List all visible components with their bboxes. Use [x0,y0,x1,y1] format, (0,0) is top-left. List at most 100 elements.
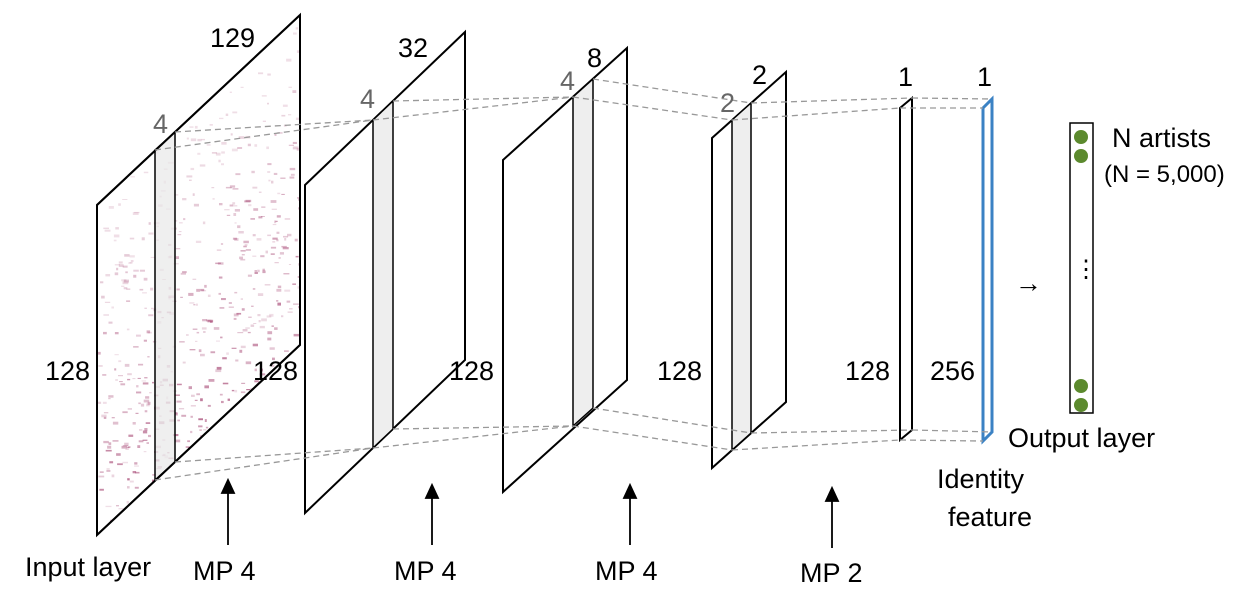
spectrogram-texel [216,340,220,342]
spectrogram-texel [237,225,241,229]
spectrogram-texel [128,446,131,448]
mp-label-4: MP 2 [800,558,863,588]
spectrogram-texel [289,176,295,179]
spectrogram-texel [134,486,139,489]
spectrogram-texel [190,415,193,418]
spectrogram-texel [216,249,222,251]
spectrogram-texel [136,385,139,388]
spectrogram-texel [241,382,246,384]
spectrogram-texel [221,141,227,145]
spectrogram-texel [281,315,284,318]
spectrogram-texel [277,132,283,134]
spectrogram-texel [188,292,194,296]
spectrogram-texel [290,173,295,176]
spectrogram-texel [270,253,275,255]
spectrogram-texel [132,378,136,380]
spectrogram-texel [197,138,202,142]
conv-layer-2-height-label: 128 [449,356,494,386]
spectrogram-texel [112,440,119,442]
spectrogram-texel [243,245,247,248]
spectrogram-texel [240,391,246,394]
conv-layer-2 [502,45,628,495]
spectrogram-texel [192,278,197,280]
spectrogram-texel [289,308,293,310]
spectrogram-texel [215,152,221,156]
spectrogram-texel [198,425,203,428]
spectrogram-texel [141,237,145,241]
spectrogram-texel [102,374,107,376]
input-kernel-label: 4 [153,109,168,139]
spectrogram-texel [202,221,206,225]
spectrogram-texel [100,281,104,284]
spectrogram-texel [113,239,117,242]
spectrogram-texel [108,206,114,209]
identity-feature-plane [981,95,994,445]
spectrogram-texel [128,434,134,437]
spectrogram-texel [135,412,139,414]
spectrogram-texel [108,442,112,445]
spectrogram-texel [245,249,251,251]
spectrogram-texel [292,141,297,144]
spectrogram-texel [207,404,211,407]
spectrogram-texel [247,143,251,147]
spectrogram-texel [103,227,109,230]
spectrogram-texel [116,505,119,507]
output-layer-caption: Output layer [1008,423,1155,453]
spectrogram-texel [297,276,300,278]
conv-layer-1 [304,29,466,516]
spectrogram-texel [104,229,111,232]
spectrogram-texel [137,377,141,379]
spectrogram-texel [111,474,115,478]
spectrogram-texel [272,357,275,361]
identity-feature-caption-line2: feature [948,502,1032,532]
spectrogram-texel [216,366,222,370]
spectrogram-texel [245,199,252,203]
spectrogram-texel [215,369,222,373]
spectrogram-texel [252,234,256,237]
spectrogram-texel [211,152,217,154]
spectrogram-texel [283,273,290,275]
spectrogram-texel [250,218,255,220]
conv-layer-1-kernel-label: 4 [360,84,375,114]
spectrogram-texel [103,416,107,419]
spectrogram-texel [221,151,225,154]
spectrogram-texel [295,255,299,258]
spectrogram-image [97,27,300,533]
spectrogram-texel [122,265,128,268]
spectrogram-texel [269,313,274,317]
spectrogram-texel [292,146,299,150]
spectrogram-texel [179,341,185,343]
spectrogram-texel [102,401,107,404]
spectrogram-texel [233,213,237,216]
spectrogram-texel [228,306,234,308]
spectrogram-texel [177,234,182,236]
input-kernel-window [154,130,176,482]
spectrogram-texel [225,186,232,189]
spectrogram-texel [236,312,242,315]
spectrogram-texel [274,262,279,264]
spectrogram-texel [221,298,226,301]
spectrogram-texel [175,256,179,259]
spectrogram-texel [189,302,195,304]
spectrogram-texel [277,192,281,195]
spectrogram-texel [199,164,206,167]
spectrogram-texel [274,133,277,136]
spectrogram-texel [288,114,292,116]
spectrogram-texel [258,72,264,75]
spectrogram-texel [289,167,296,171]
spectrogram-texel [286,58,292,62]
conv-layer-2-kernel-label: 4 [560,66,575,96]
spectrogram-texel [150,256,156,258]
spectrogram-texel [232,111,238,114]
spectrogram-texel [235,359,239,362]
spectrogram-texel [297,286,300,289]
spectrogram-texel [144,307,147,309]
identity-feature-width-label: 1 [977,62,992,92]
spectrogram-texel [186,334,189,336]
spectrogram-texel [103,314,109,316]
spectrogram-texel [130,176,135,178]
conv-layer-2-plane [502,45,628,495]
spectrogram-texel [132,422,136,425]
spectrogram-texel [103,440,109,444]
spectrogram-texel [194,399,198,401]
